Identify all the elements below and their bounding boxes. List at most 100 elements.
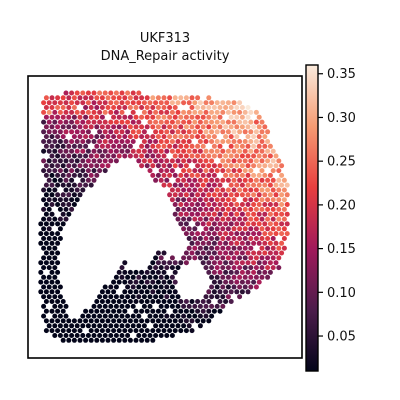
tissue-spot [228, 299, 234, 304]
tissue-spot [256, 143, 262, 149]
tissue-spot [172, 124, 178, 130]
tissue-spot [214, 303, 220, 309]
tissue-spot [153, 129, 159, 135]
tissue-spot [259, 206, 265, 212]
tissue-spot [141, 100, 147, 106]
tissue-spot [55, 202, 61, 207]
tissue-spot [262, 202, 268, 207]
tissue-spot [225, 255, 231, 261]
tissue-spot [276, 245, 282, 251]
tissue-spot [69, 119, 75, 125]
tissue-spot [279, 250, 285, 256]
tissue-spot [144, 289, 150, 295]
tissue-spot [195, 211, 201, 217]
tissue-spot [200, 143, 206, 149]
tissue-spot [158, 129, 164, 135]
tissue-spot [41, 294, 47, 300]
tissue-spot [144, 269, 150, 275]
tissue-spot [69, 90, 75, 96]
tissue-spot [256, 134, 262, 140]
tissue-spot [122, 153, 128, 159]
tissue-spot [200, 231, 206, 237]
tissue-spot [259, 177, 265, 183]
tissue-spot [169, 129, 175, 135]
tissue-spot [155, 114, 161, 120]
tissue-spot [91, 313, 97, 319]
tissue-spot [189, 134, 195, 140]
tissue-spot [147, 100, 153, 106]
tissue-spot [172, 192, 178, 198]
tissue-spot [267, 260, 273, 266]
tissue-spot [155, 172, 161, 178]
tissue-spot [175, 313, 181, 319]
tissue-spot [245, 250, 251, 256]
tissue-spot [214, 226, 220, 232]
tissue-spot [60, 153, 66, 159]
tissue-spot [279, 202, 285, 207]
tissue-spot [178, 221, 184, 227]
tissue-spot [265, 139, 271, 144]
tissue-spot [239, 211, 245, 217]
tissue-spot [57, 206, 63, 212]
tissue-spot [141, 148, 147, 154]
tissue-spot [183, 250, 189, 256]
tissue-spot [234, 202, 240, 207]
tissue-spot [150, 260, 156, 266]
tissue-spot [189, 318, 195, 324]
tissue-spot [60, 221, 66, 227]
tissue-spot [178, 328, 184, 334]
tissue-spot [214, 129, 220, 135]
tissue-spot [234, 231, 240, 237]
tissue-spot [158, 158, 164, 164]
tissue-spot [259, 168, 265, 174]
tissue-spot [116, 299, 122, 304]
tissue-spot [172, 182, 178, 188]
tissue-spot [102, 313, 108, 319]
tissue-spot [49, 211, 55, 217]
tissue-spot [71, 337, 77, 343]
tissue-spot [197, 323, 203, 329]
tissue-spot [133, 308, 139, 314]
tissue-spot [234, 289, 240, 295]
tissue-spot [111, 328, 117, 334]
tissue-spot [55, 172, 61, 178]
tissue-spot [41, 129, 47, 135]
tissue-spot [57, 148, 63, 154]
tissue-spot [181, 148, 187, 154]
tissue-spot [237, 168, 243, 174]
tissue-spot [267, 182, 273, 188]
tissue-spot [111, 134, 117, 140]
tissue-spot [99, 95, 105, 101]
tissue-spot [43, 182, 49, 188]
tissue-spot [57, 100, 63, 106]
tissue-spot [41, 313, 47, 319]
tissue-spot [60, 202, 66, 207]
tissue-spot [253, 177, 259, 183]
tissue-spot [141, 294, 147, 300]
tissue-spot [102, 139, 108, 144]
tissue-spot [276, 187, 282, 193]
tissue-spot [139, 308, 145, 314]
tissue-spot [153, 119, 159, 125]
tissue-spot [220, 236, 226, 241]
tissue-spot [111, 153, 117, 159]
tissue-spot [214, 168, 220, 174]
tissue-spot [41, 303, 47, 309]
tissue-spot [150, 308, 156, 314]
tissue-spot [57, 226, 63, 232]
tissue-spot [203, 129, 209, 135]
tissue-spot [127, 114, 133, 120]
tissue-spot [155, 143, 161, 149]
tissue-spot [150, 299, 156, 304]
tissue-spot [66, 192, 72, 198]
tissue-spot [209, 294, 215, 300]
tissue-spot [71, 328, 77, 334]
tissue-spot [209, 216, 215, 222]
tissue-spot [55, 192, 61, 198]
tissue-spot [119, 109, 125, 115]
tissue-spot [197, 255, 203, 261]
tissue-spot [83, 143, 89, 149]
tissue-spot [270, 148, 276, 154]
tissue-spot [49, 114, 55, 120]
tissue-spot [206, 231, 212, 237]
